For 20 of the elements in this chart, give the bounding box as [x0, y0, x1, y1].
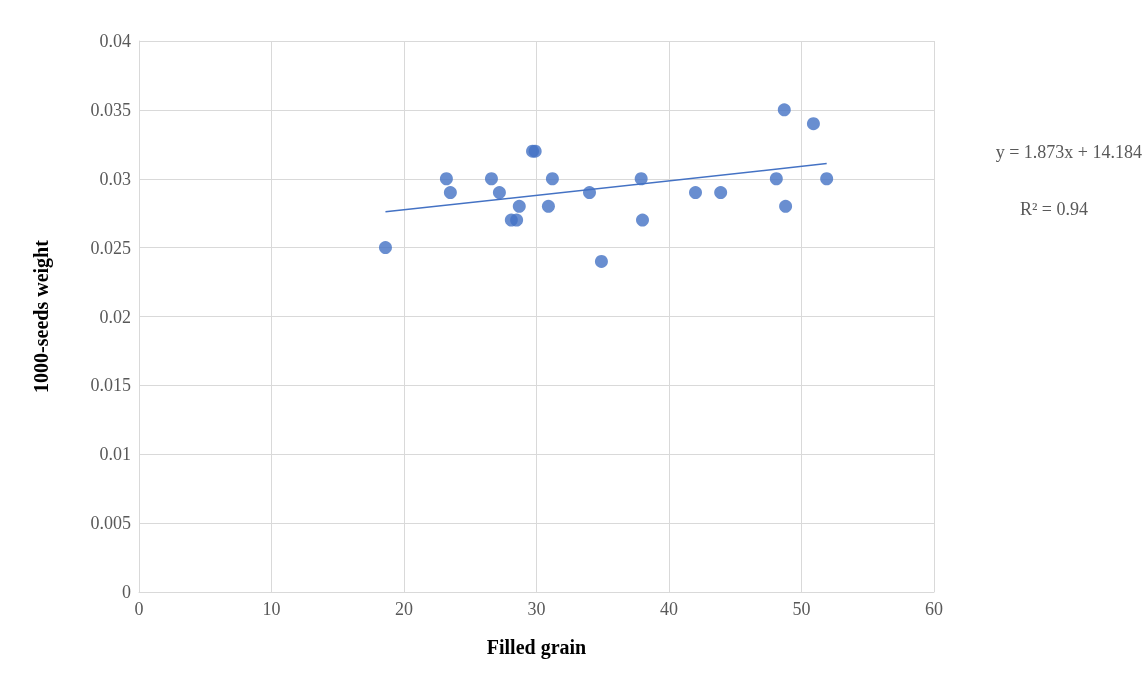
y-tick-label: 0.005: [90, 513, 131, 534]
x-tick-label: 30: [527, 599, 546, 619]
y-tick-label: 0.03: [99, 168, 131, 189]
y-axis-title: 1000-seeds weight: [30, 239, 53, 393]
text: y = 1.873x + 14.184: [995, 142, 1143, 162]
x-tick-label: 20: [395, 599, 413, 619]
y-tick-label: 0: [122, 582, 131, 602]
y-tick-label: 0.015: [90, 375, 131, 396]
y-tick-label: 0.04: [99, 31, 131, 51]
x-tick-label: 10: [262, 599, 281, 619]
x-tick-label: 60: [925, 599, 943, 619]
text: R² = 0.94: [1019, 199, 1089, 219]
y-tick-label: 0.035: [90, 99, 131, 120]
x-tick-label: 50: [792, 599, 811, 619]
y-tick-label: 0.025: [90, 237, 131, 258]
x-tick-label: 40: [660, 599, 678, 619]
y-tick-label: 0.02: [99, 306, 131, 327]
x-tick-label: 0: [134, 599, 144, 619]
y-tick-label: 0.01: [99, 444, 131, 465]
x-axis-title: Filled grain: [486, 636, 587, 659]
